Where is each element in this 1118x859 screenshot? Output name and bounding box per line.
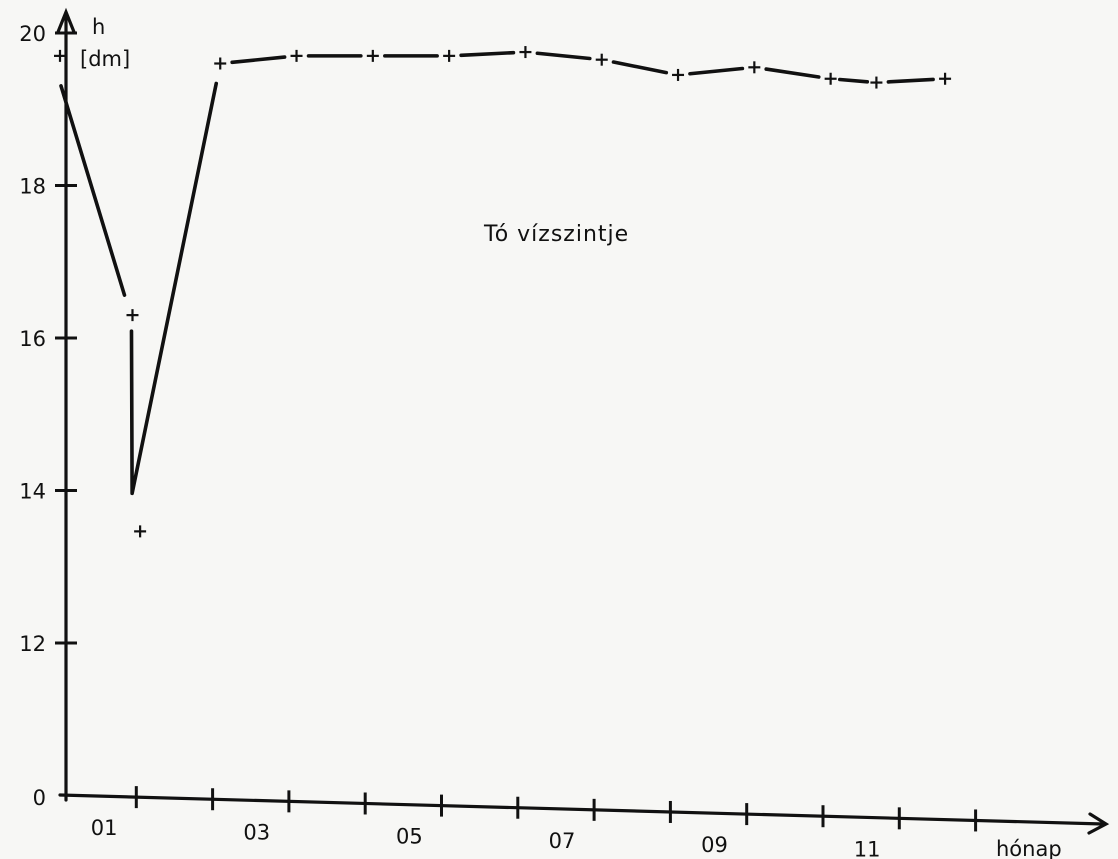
- data-point-marker: [519, 46, 532, 59]
- series-segment: [611, 60, 669, 75]
- data-point-marker: [939, 72, 952, 85]
- y-tick-label: 0: [33, 786, 46, 810]
- data-point-marker: [748, 61, 761, 74]
- x-ticks: 01 03 05 07 09 11: [91, 786, 978, 859]
- series-line-drop: [59, 81, 219, 496]
- data-point-marker: [290, 49, 303, 62]
- marker-group: [54, 46, 952, 538]
- series-line-group: [59, 50, 935, 496]
- x-tick-label: 11: [854, 837, 881, 859]
- x-tick-label: 01: [91, 816, 118, 840]
- y-axis-unit: [dm]: [80, 47, 130, 71]
- axes: [56, 7, 1110, 835]
- data-point-marker: [824, 72, 837, 85]
- data-point-marker: [595, 53, 608, 66]
- y-tick-label: 12: [19, 632, 46, 656]
- series-segment: [837, 77, 870, 84]
- y-tick-label: 20: [19, 22, 46, 46]
- y-ticks: 0 12 14 16 18 20: [19, 22, 77, 810]
- y-tick-label: 18: [19, 175, 46, 199]
- x-axis-arrow: [1087, 812, 1110, 835]
- x-tick-label: 09: [701, 833, 728, 857]
- series-segment: [459, 50, 516, 58]
- y-tick-label: 14: [19, 480, 46, 504]
- series-segment: [535, 51, 592, 61]
- data-point-marker: [870, 76, 883, 89]
- data-point-marker: [134, 525, 147, 538]
- y-axis-arrow: [56, 7, 76, 34]
- series-segment: [764, 67, 821, 79]
- data-point-marker: [672, 68, 685, 81]
- data-point-marker: [443, 49, 456, 62]
- x-tick-label: 03: [243, 820, 270, 844]
- series-segment: [230, 55, 287, 65]
- chart-annotation: Tó vízszintje: [483, 222, 629, 247]
- data-point-marker: [214, 57, 227, 70]
- series-segment: [688, 66, 745, 76]
- y-axis-label: h: [92, 15, 105, 39]
- data-point-marker: [54, 49, 66, 62]
- x-axis-line: [58, 793, 1105, 826]
- x-tick-label: 05: [396, 825, 423, 849]
- x-axis-label: hónap: [996, 837, 1062, 859]
- y-tick-label: 16: [19, 327, 46, 351]
- x-tick-label: 07: [549, 829, 576, 853]
- series-segment: [886, 77, 935, 84]
- data-point-marker: [366, 49, 379, 62]
- data-point-marker: [126, 309, 139, 322]
